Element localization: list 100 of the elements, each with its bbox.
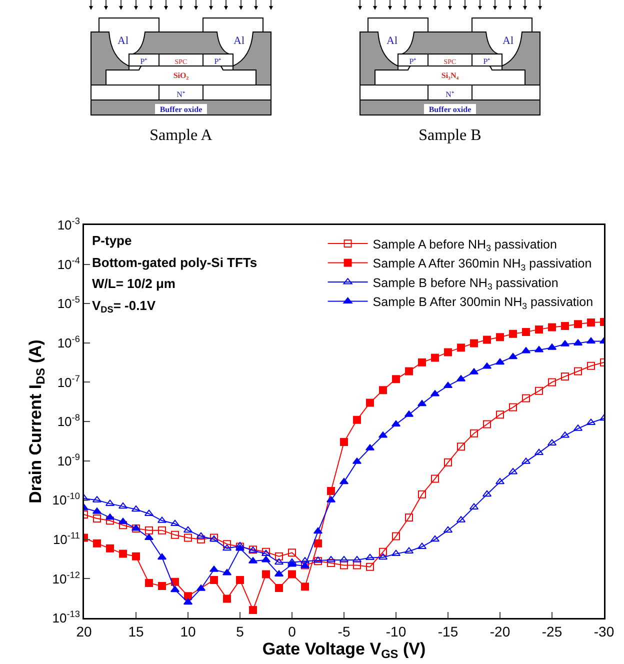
point <box>482 490 492 497</box>
point <box>405 514 413 522</box>
text: Si₃N₄ <box>441 71 460 80</box>
y-tick-label: 10$^{-6}$ <box>57 334 80 350</box>
x-tick-label: 20 <box>76 623 92 640</box>
y-tick-label: 10$^{-3}$ <box>57 216 80 233</box>
x-tick-label: 5 <box>236 623 244 640</box>
point <box>314 539 322 548</box>
point <box>392 375 400 384</box>
point <box>443 526 453 533</box>
y-tick-label: 10$^{-8}$ <box>57 412 80 430</box>
x-tick-label: 10 <box>180 623 196 640</box>
point <box>158 582 166 590</box>
point <box>457 442 465 451</box>
x-tick-label: 15 <box>128 623 144 640</box>
point <box>339 478 349 484</box>
text: Al <box>386 35 398 47</box>
annotation: P-type <box>92 233 132 248</box>
point <box>587 362 595 370</box>
x-tick-label: 0 <box>288 623 296 640</box>
point <box>431 354 439 362</box>
point <box>313 527 323 534</box>
point <box>496 410 504 419</box>
point <box>301 582 309 591</box>
point <box>495 478 505 484</box>
text: N⁺ <box>176 90 186 99</box>
point <box>391 420 401 427</box>
point <box>223 540 231 548</box>
y-tick-label: 10$^{-9}$ <box>57 452 80 468</box>
point <box>170 586 180 592</box>
point <box>183 598 193 605</box>
text: Buffer oxide <box>160 105 203 114</box>
legend-label: Sample B before NH$_{3}$ passivation <box>372 276 558 292</box>
point <box>405 367 413 376</box>
point <box>157 553 167 560</box>
point <box>210 576 218 584</box>
legend-label: Sample B After 300min NH$_{3}$ passivation <box>372 295 594 311</box>
point <box>495 358 505 365</box>
y-tick-label: 10$^{-12}$ <box>52 570 80 586</box>
point <box>223 594 231 603</box>
point <box>106 516 114 525</box>
point <box>443 382 453 388</box>
point <box>274 558 284 565</box>
point <box>131 505 141 512</box>
annotation: Bottom-gated poly-Si TFTs <box>92 255 258 270</box>
x-tick-label: -15 <box>438 623 458 640</box>
point <box>275 584 283 592</box>
point <box>261 556 271 562</box>
point <box>119 550 127 558</box>
point <box>483 420 491 428</box>
point <box>574 320 582 328</box>
text: SiO₂ <box>173 71 190 80</box>
point <box>391 550 401 556</box>
point <box>417 400 427 406</box>
point <box>418 358 426 366</box>
y-tick-label: 10$^{-11}$ <box>52 530 80 547</box>
point <box>275 552 283 560</box>
point <box>288 570 296 578</box>
x-axis-title: Gate Voltage V$_{GS}$ (V) <box>262 639 426 662</box>
point <box>509 403 517 412</box>
point <box>522 328 530 336</box>
point <box>586 337 596 344</box>
point <box>587 318 595 327</box>
text: P⁺ <box>483 57 491 66</box>
point <box>431 474 439 483</box>
point <box>249 606 257 614</box>
point <box>171 530 179 539</box>
point <box>339 556 349 562</box>
point <box>483 336 491 344</box>
point <box>340 438 348 446</box>
point <box>365 554 375 560</box>
x-tick-label: -25 <box>542 623 562 640</box>
annotation: V$_{DS}$= -0.1V <box>92 298 156 315</box>
point <box>535 325 543 334</box>
point <box>93 514 101 523</box>
point <box>457 344 465 352</box>
point <box>288 548 296 557</box>
point <box>366 562 374 571</box>
text: Al <box>234 35 244 47</box>
text: Al <box>502 35 514 47</box>
point <box>118 502 128 509</box>
x-tick-label: -30 <box>594 623 614 640</box>
point <box>222 544 232 551</box>
point <box>379 548 387 556</box>
point <box>196 532 206 539</box>
point <box>534 346 544 352</box>
point <box>327 559 335 568</box>
point <box>106 544 114 552</box>
text: Al <box>118 35 128 47</box>
point <box>392 532 400 540</box>
text: P⁺ <box>409 57 417 66</box>
point <box>509 330 517 338</box>
point <box>171 578 179 586</box>
point <box>352 556 362 562</box>
point <box>430 535 440 542</box>
point <box>548 323 556 332</box>
point <box>235 542 245 548</box>
point <box>262 570 270 578</box>
x-tick-label: -5 <box>338 623 350 640</box>
point <box>314 557 322 566</box>
